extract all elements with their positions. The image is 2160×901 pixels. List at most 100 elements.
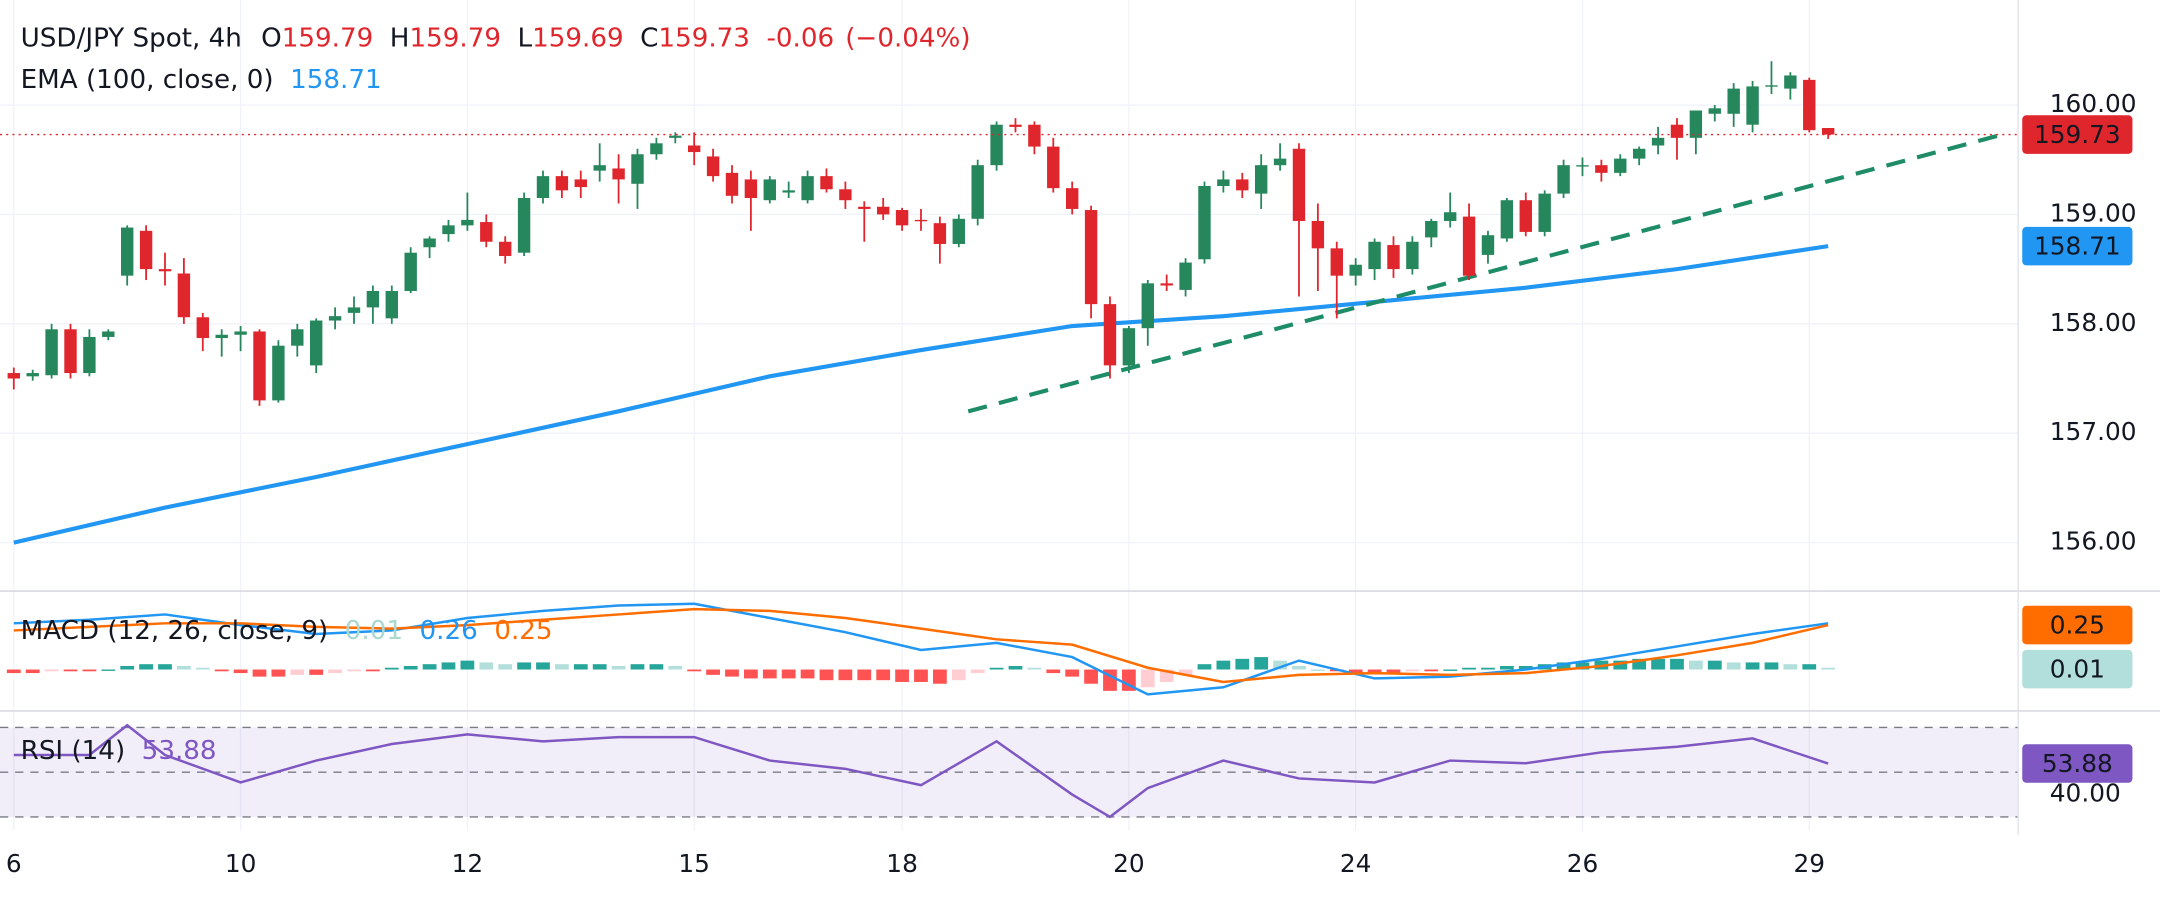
histogram-bar	[1783, 664, 1798, 670]
candle-body	[291, 329, 304, 346]
histogram-bar	[1046, 669, 1061, 674]
histogram-bar	[214, 669, 229, 672]
histogram-bar	[1499, 665, 1514, 670]
ohlc-value: 159.79	[282, 23, 374, 53]
histogram-bar	[838, 669, 853, 681]
histogram-bar	[649, 664, 664, 670]
ohlc-value: 159.69	[532, 23, 624, 53]
candle-body	[1236, 179, 1249, 191]
candle-body	[650, 143, 663, 155]
trend-line	[967, 133, 1999, 414]
candle-body	[309, 320, 323, 366]
histogram-bar	[1178, 669, 1193, 675]
histogram-bar	[876, 669, 891, 681]
candle-body	[1784, 75, 1797, 89]
histogram-bar	[668, 665, 683, 670]
histogram-bar	[611, 665, 626, 670]
ohlc-value: 159.73	[658, 23, 750, 53]
candle-body	[1368, 241, 1381, 270]
histogram-bar	[384, 667, 399, 670]
candle-body	[1670, 124, 1684, 138]
histogram-bar	[1651, 658, 1665, 670]
histogram-bar	[1556, 662, 1571, 670]
macd-legend: MACD (12, 26, close, 9) 0.01 0.26 0.25	[21, 615, 553, 645]
indicator-value: 0.01	[345, 615, 403, 645]
candle-body	[933, 223, 947, 244]
candle-body	[990, 124, 1003, 166]
histogram-bar	[932, 669, 947, 684]
histogram-bar	[498, 664, 513, 670]
candle-body	[1821, 127, 1835, 135]
rsi-legend: RSI (14) 53.88	[21, 735, 217, 765]
histogram-bar	[1008, 665, 1023, 670]
candle-body	[839, 189, 852, 201]
histogram-bar	[630, 664, 645, 670]
candle-body	[669, 135, 682, 138]
candle-body	[914, 219, 928, 222]
indicator-value: 53.88	[142, 735, 217, 765]
candle-body	[1708, 108, 1721, 114]
candle-body	[687, 145, 701, 153]
histogram-bar	[687, 669, 702, 672]
indicator-name: MACD (12, 26, close, 9)	[21, 615, 329, 645]
histogram-bar	[1273, 660, 1287, 670]
histogram-bar	[6, 669, 21, 674]
candle-body	[555, 176, 569, 191]
histogram-bar	[857, 669, 872, 681]
candle-body	[347, 307, 361, 313]
histogram-bar	[460, 660, 475, 670]
candle-body	[1141, 283, 1154, 329]
candle-body	[423, 238, 436, 248]
candle-body	[952, 218, 965, 244]
header: USD/JPY Spot, 4h O159.79 H159.79 L159.69 C15…	[21, 23, 971, 53]
candle-body	[1557, 165, 1570, 194]
candle-body	[1614, 158, 1627, 173]
histogram-bar	[1764, 662, 1779, 670]
price-badge	[2022, 226, 2133, 266]
histogram-bar	[1348, 669, 1363, 674]
ohlc-value: 159.79	[409, 23, 501, 53]
candle-body	[574, 179, 587, 188]
candle-body	[725, 172, 739, 196]
x-tick-label: 29	[1793, 849, 1825, 878]
histogram-bar	[555, 664, 569, 670]
candle-body	[858, 206, 871, 209]
candle-body	[328, 316, 342, 321]
histogram-bar	[25, 669, 40, 674]
histogram-bar	[970, 669, 985, 674]
histogram-bar	[800, 669, 815, 679]
histogram-bar	[290, 669, 305, 675]
histogram-bar	[781, 669, 796, 679]
x-tick-label: 24	[1340, 849, 1372, 878]
histogram-bar	[403, 665, 418, 670]
histogram-bar	[1216, 660, 1231, 670]
histogram-bar	[1140, 669, 1155, 688]
histogram-bar	[1802, 664, 1817, 670]
candle-body	[366, 290, 380, 308]
candle-body	[1217, 179, 1230, 186]
candle-body	[1765, 85, 1778, 87]
histogram-bar	[158, 664, 172, 670]
ohlc-prefix: H	[390, 23, 410, 53]
candle-body	[45, 329, 58, 376]
candle-body	[404, 252, 417, 291]
candle-body	[1443, 212, 1457, 221]
x-tick-label: 6	[6, 849, 22, 878]
histogram-bar	[1405, 669, 1420, 672]
candle-body	[234, 331, 247, 335]
candle-body	[1028, 124, 1041, 147]
symbol: USD/JPY Spot, 4h	[21, 23, 242, 53]
indicator-name: EMA (100, close, 0)	[21, 64, 274, 94]
histogram-bar	[1027, 667, 1042, 670]
candle-body	[158, 269, 172, 272]
candle-body	[1727, 88, 1740, 114]
macd-line	[13, 602, 1829, 696]
x-tick-label: 18	[886, 849, 918, 878]
candle-body	[763, 179, 776, 201]
histogram-bar	[573, 664, 588, 670]
price-badge-label: 159.73	[2034, 120, 2121, 149]
histogram-bar	[1821, 667, 1836, 670]
candle-body	[820, 176, 833, 190]
histogram-bar	[441, 662, 456, 670]
histogram-bar	[592, 664, 607, 670]
